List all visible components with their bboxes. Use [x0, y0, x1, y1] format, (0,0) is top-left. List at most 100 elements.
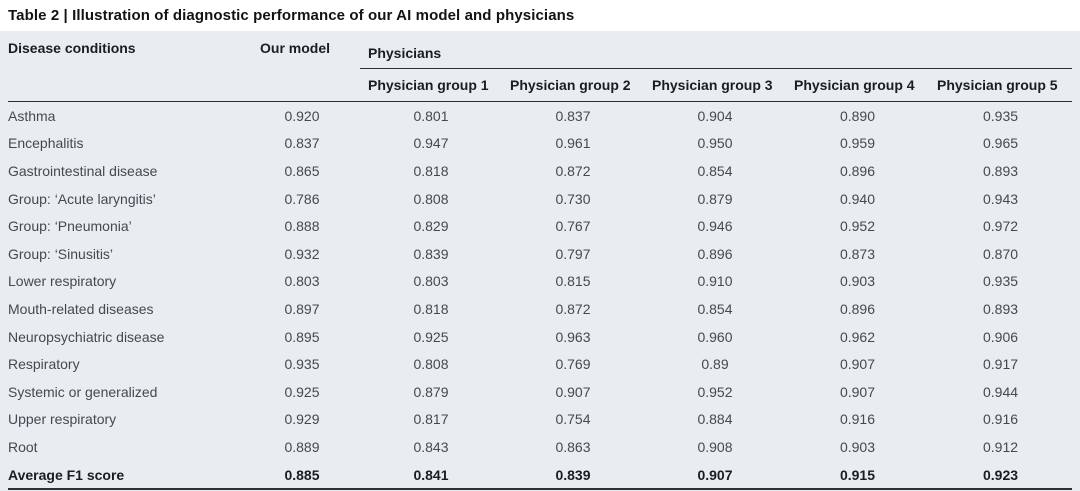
column-group-header-physicians: Physicians: [360, 31, 1073, 69]
condition-cell: Lower respiratory: [8, 273, 117, 290]
value-cell: 0.841: [413, 466, 449, 483]
table-header: Disease conditions Our model Physicians …: [8, 31, 1073, 102]
value-cell: 0.854: [697, 300, 733, 317]
value-cell: 0.943: [983, 190, 1019, 207]
value-cell: 0.872: [555, 300, 591, 317]
value-cell: 0.797: [555, 245, 591, 262]
value-cell: 0.895: [284, 328, 320, 345]
value-cell: 0.910: [697, 273, 733, 290]
condition-cell: Upper respiratory: [8, 411, 117, 428]
value-cell: 0.952: [697, 383, 733, 400]
condition-cell: Average F1 score: [8, 466, 125, 483]
table-area: Disease conditions Our model Physicians …: [0, 31, 1080, 491]
value-cell: 0.879: [697, 190, 733, 207]
value-cell: 0.839: [413, 245, 449, 262]
value-cell: 0.786: [284, 190, 320, 207]
header-row-1: Disease conditions Our model Physicians: [8, 31, 1073, 102]
value-cell: 0.947: [413, 135, 449, 152]
value-cell: 0.946: [697, 218, 733, 235]
value-cell: 0.923: [983, 466, 1019, 483]
value-cell: 0.912: [983, 438, 1019, 455]
value-cell: 0.896: [839, 300, 876, 317]
diagnostic-performance-table: Disease conditions Our model Physicians …: [8, 31, 1073, 491]
value-cell: 0.818: [413, 300, 449, 317]
value-cell: 0.863: [555, 438, 591, 455]
value-cell: 0.932: [284, 245, 320, 262]
value-cell: 0.872: [555, 162, 591, 179]
value-cell: 0.865: [284, 162, 320, 179]
value-cell: 0.917: [983, 356, 1019, 373]
value-cell: 0.925: [284, 383, 320, 400]
value-cell: 0.808: [413, 356, 449, 373]
value-cell: 0.965: [983, 135, 1019, 152]
column-header-disease-conditions: Disease conditions: [8, 31, 260, 102]
column-header-physician-group-5: Physician group 5: [929, 68, 1073, 102]
value-cell: 0.935: [983, 107, 1019, 124]
condition-cell: Systemic or generalized: [8, 383, 158, 400]
value-cell: 0.959: [839, 135, 876, 152]
value-cell: 0.837: [284, 135, 320, 152]
value-cell: 0.815: [555, 273, 591, 290]
table-row: Asthma 0.920 0.801 0.837 0.904 0.890 0.9…: [8, 102, 1072, 130]
value-cell: 0.893: [983, 300, 1019, 317]
value-cell: 0.952: [839, 218, 876, 235]
value-cell: 0.904: [697, 107, 733, 124]
condition-cell: Root: [8, 438, 38, 455]
value-cell: 0.916: [839, 411, 876, 428]
value-cell: 0.754: [555, 411, 591, 428]
value-cell: 0.940: [839, 190, 876, 207]
value-cell: 0.908: [697, 438, 733, 455]
value-cell: 0.907: [839, 383, 876, 400]
condition-cell: Gastrointestinal disease: [8, 162, 158, 179]
table-row: Mouth-related diseases 0.897 0.818 0.872…: [8, 295, 1072, 323]
table-row: Lower respiratory 0.803 0.803 0.815 0.91…: [8, 268, 1072, 296]
table-title-bar: Table 2 | Illustration of diagnostic per…: [0, 0, 1080, 31]
condition-cell: Group: ‘Sinusitis’: [8, 245, 114, 262]
table-row: Gastrointestinal disease 0.865 0.818 0.8…: [8, 157, 1072, 185]
condition-cell: Group: ‘Pneumonia’: [8, 218, 132, 235]
value-cell: 0.925: [413, 328, 449, 345]
condition-cell: Mouth-related diseases: [8, 300, 154, 317]
value-cell: 0.870: [983, 245, 1019, 262]
value-cell: 0.854: [697, 162, 733, 179]
condition-cell: Encephalitis: [8, 135, 84, 152]
value-cell: 0.929: [284, 411, 320, 428]
value-cell: 0.944: [983, 383, 1019, 400]
condition-cell: Respiratory: [8, 356, 80, 373]
column-header-physician-group-3: Physician group 3: [644, 68, 786, 102]
value-cell: 0.893: [983, 162, 1019, 179]
value-cell: 0.903: [839, 438, 876, 455]
table-row: Group: ‘Sinusitis’ 0.932 0.839 0.797 0.8…: [8, 240, 1072, 268]
column-header-our-model: Our model: [260, 31, 360, 102]
value-cell: 0.920: [284, 107, 320, 124]
value-cell: 0.896: [839, 162, 876, 179]
column-header-physician-group-2: Physician group 2: [502, 68, 644, 102]
value-cell: 0.889: [284, 438, 320, 455]
condition-cell: Neuropsychiatric disease: [8, 328, 165, 345]
value-cell: 0.960: [697, 328, 733, 345]
header-row-2: Physician group 1 Physician group 2 Phys…: [8, 68, 1073, 102]
condition-cell: Asthma: [8, 107, 56, 124]
table-row: Average F1 score 0.885 0.841 0.839 0.907…: [8, 461, 1072, 490]
value-cell: 0.907: [555, 383, 591, 400]
value-cell: 0.767: [555, 218, 591, 235]
table-row: Respiratory 0.935 0.808 0.769 0.89 0.907…: [8, 350, 1072, 378]
value-cell: 0.903: [839, 273, 876, 290]
value-cell: 0.769: [555, 356, 591, 373]
value-cell: 0.961: [555, 135, 591, 152]
value-cell: 0.963: [555, 328, 591, 345]
value-cell: 0.843: [413, 438, 449, 455]
value-cell: 0.962: [839, 328, 876, 345]
value-cell: 0.837: [555, 107, 591, 124]
table-body: Asthma 0.920 0.801 0.837 0.904 0.890 0.9…: [8, 102, 1072, 490]
value-cell: 0.730: [555, 190, 591, 207]
value-cell: 0.972: [983, 218, 1019, 235]
value-cell: 0.950: [697, 135, 733, 152]
value-cell: 0.839: [555, 466, 591, 483]
value-cell: 0.935: [983, 273, 1019, 290]
value-cell: 0.803: [284, 273, 320, 290]
table-row: Neuropsychiatric disease 0.895 0.925 0.9…: [8, 323, 1072, 351]
value-cell: 0.896: [697, 245, 733, 262]
value-cell: 0.884: [697, 411, 733, 428]
table-row: Group: ‘Acute laryngitis’ 0.786 0.808 0.…: [8, 185, 1072, 213]
